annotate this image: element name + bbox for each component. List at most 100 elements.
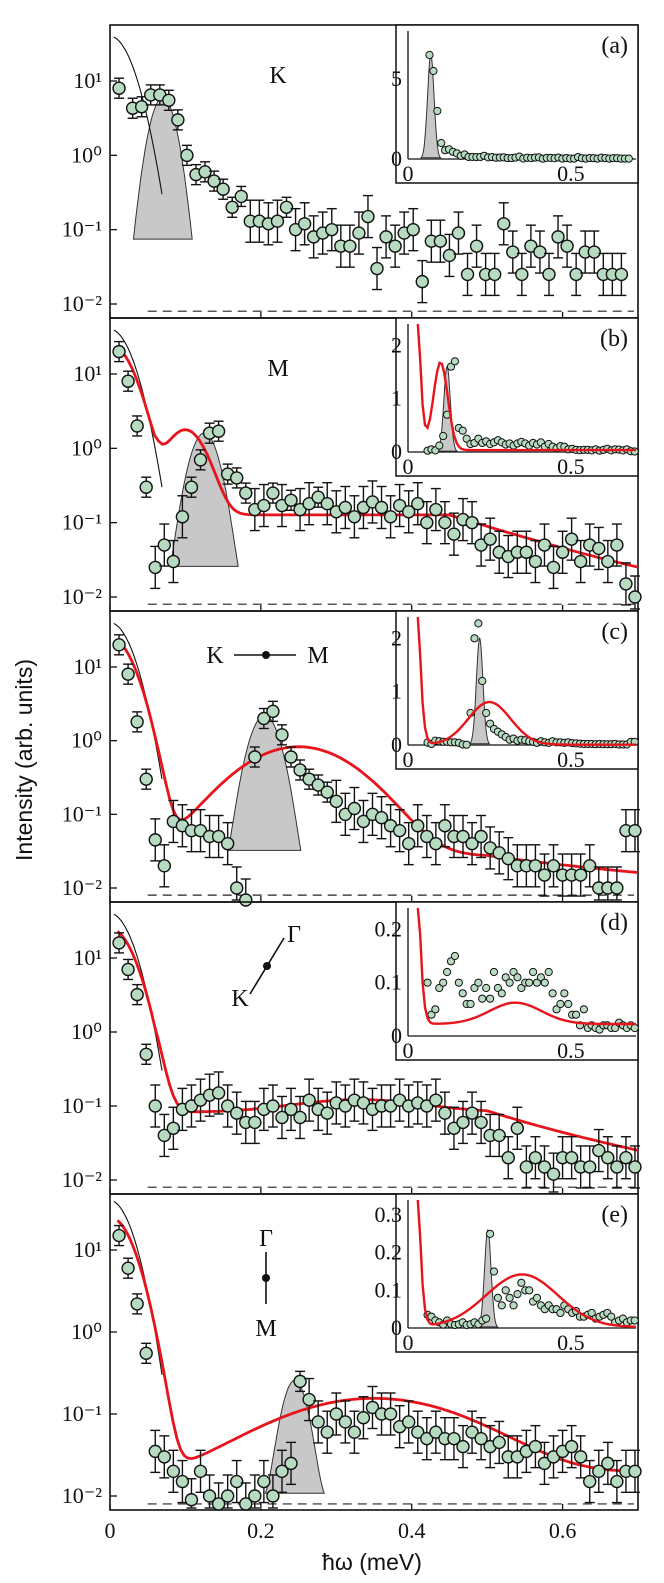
data-point (487, 267, 502, 282)
data-point (420, 515, 434, 530)
data-point (411, 1425, 425, 1439)
data-point (555, 545, 570, 559)
panel-c: 10⁻² 10⁻¹ 10⁰ 10¹ K M 2 1 00 0.5 (c) (62, 610, 642, 907)
inset-data-point (509, 967, 518, 977)
data-point (130, 1297, 144, 1311)
data-point (528, 554, 543, 569)
data-point (139, 1047, 153, 1061)
panel-a: 10⁻² 10⁻¹ 10⁰ 10¹ K 5 00 0.5 (a) (62, 24, 639, 319)
data-point (284, 1456, 298, 1471)
data-point (587, 245, 601, 259)
data-point (207, 174, 221, 188)
data-point (347, 801, 362, 816)
data-point (474, 1115, 488, 1130)
inset-data-point (458, 426, 467, 435)
data-point (483, 532, 497, 546)
data-point (284, 1102, 298, 1117)
y-axis-label: Intensity (arb. units) (11, 659, 37, 861)
inset-data-point (513, 1290, 522, 1299)
data-point (275, 728, 289, 742)
data-point (193, 453, 208, 467)
data-point (234, 189, 248, 204)
inset-data-point (493, 983, 502, 993)
data-point (338, 500, 353, 515)
inset-x-tick-label: 0 (403, 747, 414, 772)
data-point (139, 1346, 153, 1360)
inset-data-point (433, 106, 442, 116)
inset-panel-label: (b) (600, 326, 628, 352)
data-point (601, 1456, 615, 1471)
data-point (311, 490, 325, 504)
data-point (583, 1474, 597, 1489)
data-point (592, 1464, 606, 1479)
data-point (356, 1096, 371, 1110)
data-point (573, 868, 588, 882)
inset-y-tick-label: 0.3 (375, 1202, 403, 1227)
q-path-end: Γ (287, 922, 301, 948)
data-point (542, 267, 556, 282)
data-point (320, 496, 334, 511)
data-point (465, 836, 479, 851)
data-point (469, 239, 484, 253)
data-point (433, 234, 448, 248)
data-point (148, 1099, 162, 1113)
inset-data-point (435, 441, 444, 450)
inset-data-point (556, 999, 565, 1009)
data-point (429, 1093, 443, 1107)
inset-data-point (466, 999, 475, 1009)
data-point (266, 1489, 280, 1503)
inset-data-point (493, 1293, 502, 1302)
data-point (171, 113, 185, 127)
data-point (130, 715, 144, 729)
data-point (583, 859, 597, 873)
data-point (248, 1489, 262, 1503)
data-point (248, 750, 262, 764)
inset-x-tick-label: 0 (403, 454, 414, 479)
elastic-line (113, 36, 163, 195)
data-point (184, 1493, 199, 1507)
data-point (121, 667, 135, 681)
inset-data-point (497, 989, 506, 998)
inset-data-point (470, 634, 479, 643)
data-point (121, 1261, 135, 1275)
data-point (198, 165, 212, 179)
data-point (564, 1439, 579, 1454)
inset-data-point (462, 434, 471, 443)
data-point (551, 230, 565, 244)
data-point (573, 554, 588, 569)
data-point (166, 554, 181, 569)
data-point (415, 274, 429, 289)
y-tick-label: 10¹ (73, 654, 102, 679)
data-point (239, 486, 253, 500)
inset-data-point (478, 994, 487, 1003)
data-point (564, 1151, 579, 1165)
inset-x-tick-label: 0 (403, 1038, 414, 1063)
inset-y-tick-label: 0.2 (375, 916, 403, 941)
data-point (230, 1474, 244, 1489)
data-point (284, 493, 298, 507)
inset-data-point (442, 967, 452, 977)
q-path-dot (262, 651, 270, 659)
data-point (406, 222, 420, 237)
data-point (257, 498, 271, 513)
inset-x-tick-label: 0.5 (557, 161, 585, 186)
data-point (388, 239, 402, 253)
data-point (370, 261, 384, 276)
y-tick-label: 10⁻¹ (62, 217, 102, 242)
data-point (275, 1110, 289, 1125)
data-point (374, 811, 389, 825)
inset-panel-label: (d) (600, 910, 628, 936)
y-tick-label: 10⁻² (62, 1167, 103, 1192)
inset-data-point (450, 357, 460, 366)
inset-data-point (552, 1005, 561, 1014)
q-path-dot (263, 962, 271, 970)
data-point (270, 214, 285, 228)
inset-data-point (437, 138, 446, 148)
data-point (546, 859, 561, 873)
inset-data-point (439, 431, 448, 441)
data-point (329, 1407, 343, 1421)
inset-x-tick-label: 0.5 (557, 1038, 585, 1063)
data-point (592, 541, 606, 556)
inset-panel-label: (c) (601, 619, 628, 645)
